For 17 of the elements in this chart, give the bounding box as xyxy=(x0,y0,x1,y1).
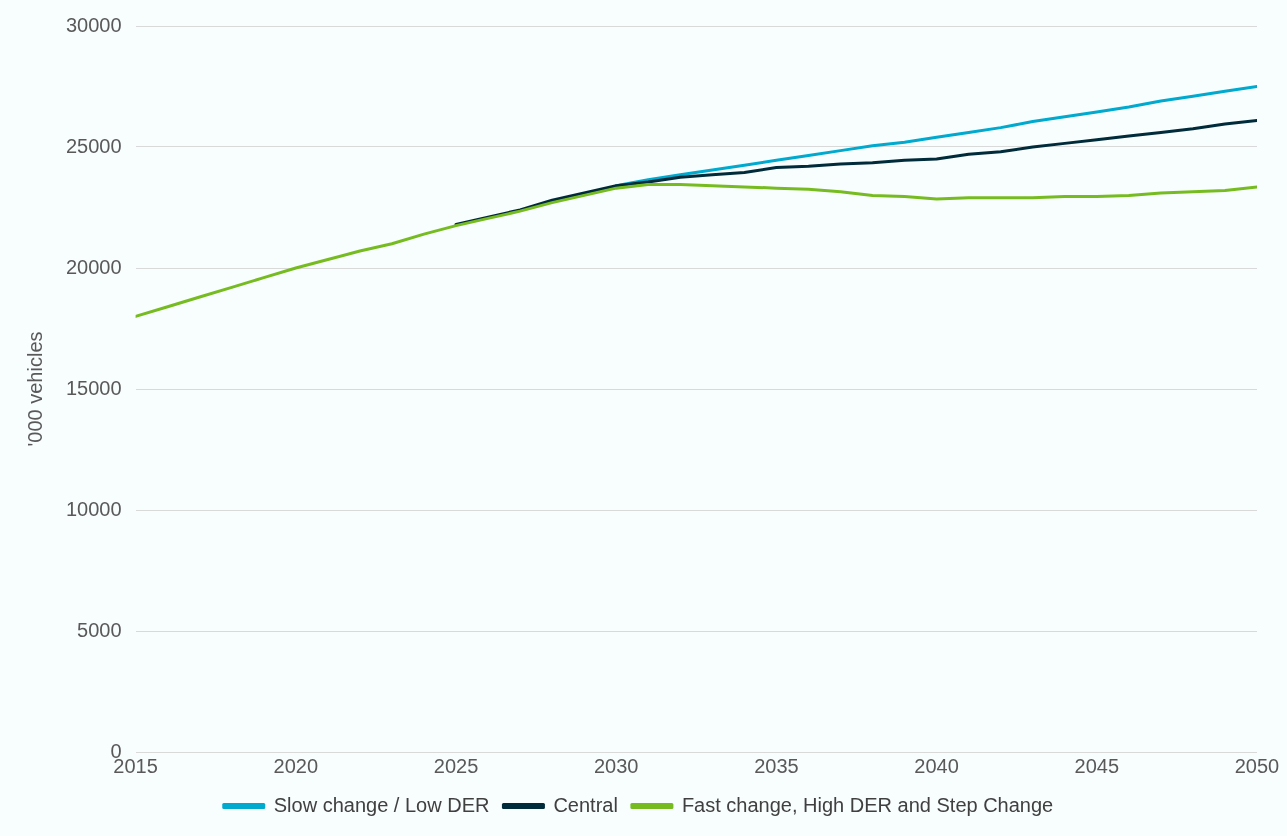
y-tick-label: 25000 xyxy=(65,134,122,157)
x-tick-label: 2030 xyxy=(593,754,639,777)
y-tick-label: 15000 xyxy=(65,376,122,399)
x-tick-label: 2025 xyxy=(433,754,479,777)
y-tick-label: 10000 xyxy=(65,497,122,520)
x-tick-label: 2050 xyxy=(1234,754,1280,777)
y-tick-label: 30000 xyxy=(65,13,122,36)
x-tick-label: 2035 xyxy=(754,754,799,777)
legend-label: Central xyxy=(553,793,618,816)
y-tick-label: 20000 xyxy=(65,255,122,278)
x-tick-label: 2040 xyxy=(914,754,959,777)
x-tick-label: 2020 xyxy=(273,754,319,777)
y-tick-label: 5000 xyxy=(77,618,122,641)
legend-label: Fast change, High DER and Step Change xyxy=(681,793,1054,816)
legend-label: Slow change / Low DER xyxy=(273,793,490,816)
y-axis-title: '000 vehicles xyxy=(23,331,46,447)
x-tick-label: 2045 xyxy=(1074,754,1120,777)
